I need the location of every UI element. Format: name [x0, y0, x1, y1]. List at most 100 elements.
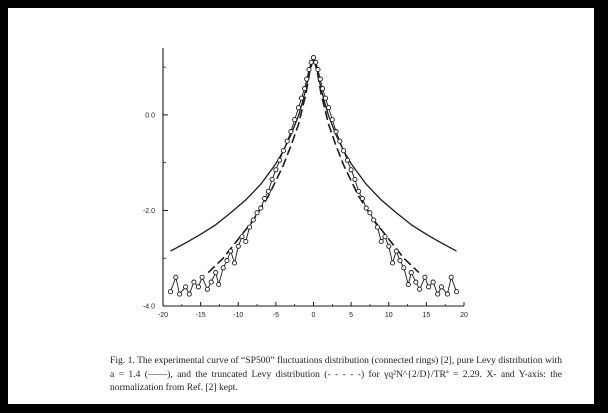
sp500-ring-point [292, 117, 298, 123]
sp500-ring-point [239, 234, 245, 240]
sp500-ring-point [204, 286, 210, 292]
sp500-ring-point [246, 224, 253, 230]
sp500-ring-point [397, 258, 403, 264]
sp500-ring-point [438, 284, 444, 290]
sp500-ring-point [313, 59, 319, 65]
sp500-ring-point [382, 234, 388, 240]
sp500-ring-point [262, 195, 268, 202]
sp500-ring-point [191, 279, 197, 285]
sp500-ring-point [250, 217, 256, 223]
sp500-ring-point [405, 281, 411, 288]
x-tick-label: -10 [233, 312, 243, 319]
figure-plot: -20 -15 -10 -5 0 5 10 15 20 0.0 -2.0 -4.0 [143, 48, 468, 319]
sp500-ring-point [199, 274, 205, 280]
x-tick-label: 10 [385, 312, 393, 319]
sp500-ring-point [413, 279, 419, 285]
sp500-ring-point [277, 157, 283, 163]
sp500-ring-point [273, 167, 279, 173]
sp500-ring-point [374, 224, 381, 230]
sp500-ring-point [317, 76, 323, 82]
sp500-ring-point [363, 205, 369, 211]
sp500-ring-point [231, 260, 238, 266]
sp500-ring-point [306, 66, 312, 73]
sp500-ring-point [228, 248, 234, 254]
y-tick-label: -4.0 [143, 304, 155, 311]
sp500-ring-point [352, 176, 358, 182]
sp500-ring-point [288, 129, 294, 135]
x-tick-label: 15 [422, 312, 430, 319]
plot-curves [170, 54, 457, 274]
sp500-ring-point [378, 238, 384, 245]
sp500-ring-point [359, 195, 365, 202]
sp500-ring-point [315, 66, 321, 73]
figure-caption: Fig. 1. The experimental curve of “SP500… [110, 354, 562, 395]
sp500-ring-point [389, 260, 396, 266]
sp500-ring-point [310, 55, 317, 61]
sp500-ring-point [301, 86, 308, 92]
sp500-ring-point [417, 286, 423, 292]
sp500-ring-point [254, 210, 260, 216]
x-tick-label: -20 [158, 312, 168, 319]
sp500-ring-point [173, 274, 179, 280]
sp500-ring-point [280, 148, 286, 154]
sp500-ring-point [304, 76, 310, 82]
plot-axes: -20 -15 -10 -5 0 5 10 15 20 0.0 -2.0 -4.0 [143, 48, 468, 319]
sp500-ring-point [329, 117, 335, 123]
sp500-ring-point [295, 105, 302, 111]
sp500-ring-point [186, 291, 192, 297]
sp500-ring-point [371, 217, 377, 223]
sp500-ring-point [367, 210, 373, 216]
x-tick-label: 20 [460, 312, 468, 319]
sp500-ring-point [216, 281, 222, 288]
sp500-ring-point [213, 270, 219, 276]
sp500-ring-point [322, 95, 329, 101]
sp500-ring-point [448, 274, 454, 280]
y-tick-label: 0.0 [145, 112, 155, 119]
sp500-ring-point [265, 188, 271, 194]
x-tick-label: 0 [312, 312, 316, 319]
sp500-ring-point [326, 105, 332, 111]
sp500-ring-point [220, 265, 226, 271]
sp500-ring-point [344, 157, 350, 163]
sp500-ring-point [177, 291, 183, 297]
caption-text: The experimental curve of “SP500” fluctu… [110, 355, 563, 393]
plot-rings [167, 55, 460, 297]
levy-curve-solid [170, 56, 457, 252]
sp500-ring-point [208, 279, 214, 285]
x-tick-label: 5 [349, 312, 353, 319]
sp500-ring-point [426, 284, 432, 290]
sp500-ring-point [337, 138, 343, 144]
x-tick-label: -5 [273, 312, 279, 319]
truncated-levy-curve-dashed [207, 54, 420, 274]
sp500-ring-point [393, 248, 399, 254]
sp500-connecting-line [170, 56, 457, 296]
sp500-ring-point [167, 289, 174, 295]
paper-figure-page: -20 -15 -10 -5 0 5 10 15 20 0.0 -2.0 -4.0 Fig. 1. T… [8, 8, 594, 404]
sp500-ring-point [401, 265, 407, 271]
sp500-ring-point [183, 284, 189, 290]
sp500-ring-point [224, 258, 230, 264]
y-tick-label: -2.0 [143, 208, 155, 215]
x-tick-label: -15 [196, 312, 206, 319]
sp500-ring-point [195, 284, 201, 290]
sp500-ring-point [453, 289, 460, 295]
sp500-ring-point [258, 205, 264, 211]
sp500-ring-point [235, 243, 241, 249]
sp500-ring-point [348, 167, 354, 173]
sp500-ring-point [308, 59, 314, 65]
sp500-ring-point [386, 243, 392, 249]
sp500-ring-point [408, 270, 414, 276]
sp500-ring-point [444, 291, 450, 297]
caption-label: Fig. 1. [110, 355, 138, 366]
sp500-ring-point [430, 279, 436, 285]
sp500-ring-point [435, 291, 441, 297]
sp500-ring-point [422, 274, 428, 280]
sp500-ring-point [341, 148, 347, 154]
sp500-ring-point [356, 188, 362, 194]
sp500-ring-point [298, 95, 305, 101]
sp500-ring-point [333, 129, 339, 135]
sp500-ring-point [243, 238, 249, 245]
sp500-ring-point [269, 176, 275, 182]
sp500-ring-point [284, 138, 290, 144]
